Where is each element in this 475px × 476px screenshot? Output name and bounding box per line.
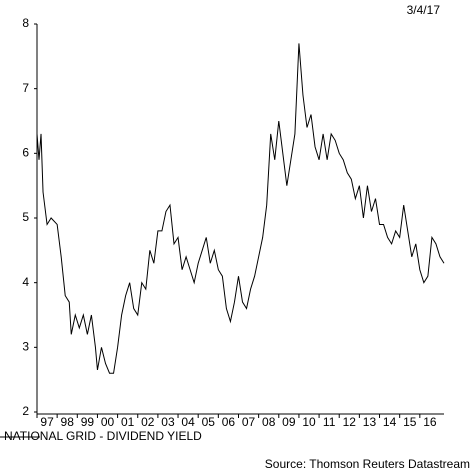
y-tick-label: 8 — [22, 16, 29, 30]
x-tick-label: 10 — [302, 415, 316, 429]
y-tick-label: 7 — [22, 81, 29, 95]
y-tick-label: 3 — [22, 340, 29, 354]
x-tick-label: 02 — [141, 415, 155, 429]
x-tick-label: 05 — [202, 415, 216, 429]
x-tick-label: 11 — [323, 415, 336, 429]
x-tick-label: 98 — [61, 415, 75, 429]
x-tick-label: 97 — [40, 415, 54, 429]
x-tick-label: 07 — [242, 415, 256, 429]
x-tick-label: 99 — [81, 415, 95, 429]
y-tick-label: 6 — [22, 146, 29, 160]
x-tick-label: 01 — [121, 415, 135, 429]
x-tick-label: 06 — [222, 415, 236, 429]
y-tick-label: 4 — [22, 275, 29, 289]
x-tick-label: 14 — [383, 415, 397, 429]
y-tick-label: 2 — [22, 404, 29, 418]
x-tick-label: 13 — [363, 415, 377, 429]
x-tick-label: 16 — [423, 415, 437, 429]
date-label: 3/4/17 — [407, 3, 441, 17]
legend-label: NATIONAL GRID - DIVIDEND YIELD — [4, 429, 202, 443]
x-tick-label: 04 — [181, 415, 195, 429]
x-tick-label: 12 — [343, 415, 357, 429]
source-note: Source: Thomson Reuters Datastream — [265, 457, 470, 471]
x-tick-label: 15 — [403, 415, 417, 429]
x-tick-label: 09 — [282, 415, 296, 429]
line-series — [36, 43, 445, 374]
x-tick-label: 03 — [161, 415, 175, 429]
x-tick-label: 00 — [101, 415, 115, 429]
x-tick-label: 08 — [262, 415, 276, 429]
y-tick-label: 5 — [22, 210, 29, 224]
